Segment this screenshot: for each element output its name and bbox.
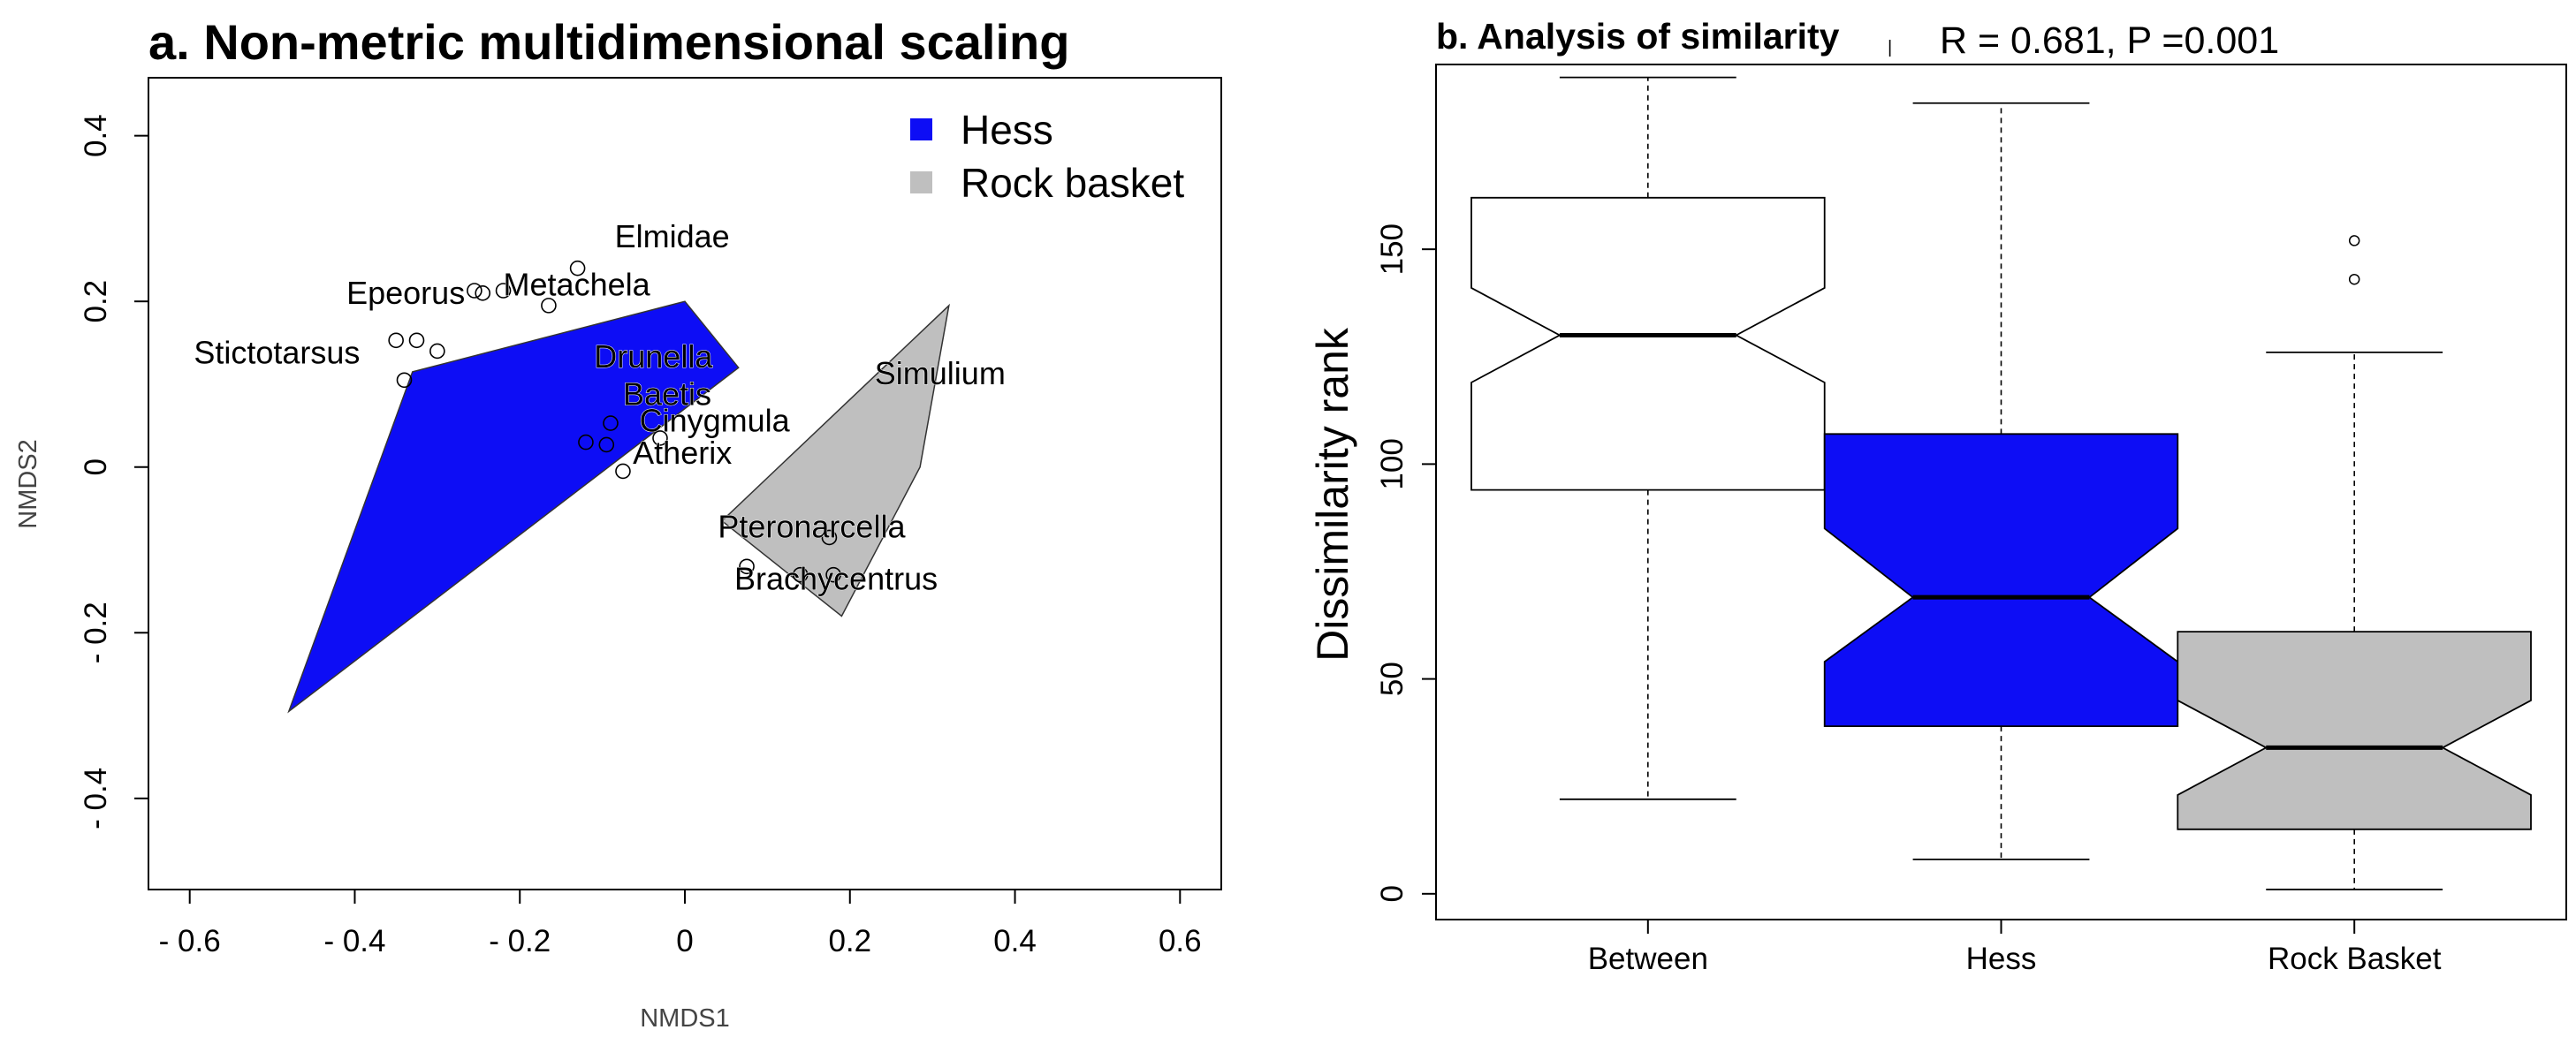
anosim-title: b. Analysis of similarity <box>1436 16 1840 57</box>
box-body <box>1470 196 1826 491</box>
species-label-simulium: Simulium <box>875 355 1006 391</box>
site-point <box>615 463 631 480</box>
hull-hess <box>287 300 740 714</box>
nmds-x-axis: - 0.6 - 0.4 - 0.2 0 0.2 0.4 0.6 <box>159 890 1202 958</box>
boxplot-y-tick-label: 50 <box>1375 662 1410 696</box>
site-point <box>388 332 404 349</box>
nmds-x-tick-label: 0.2 <box>828 924 871 958</box>
anosim-panel: b. Analysis of similarity | R = 0.681, P… <box>1308 16 2567 976</box>
title-separator-mark: | <box>1888 38 1892 57</box>
site-point <box>603 415 619 431</box>
box-hess <box>1823 102 2179 860</box>
nmds-y-axis-label: NMDS2 <box>14 439 42 529</box>
nmds-y-axis: - 0.4 - 0.2 0 0.2 0.4 <box>79 114 148 829</box>
legend-swatch-hess <box>910 118 932 140</box>
boxplot-y-tick-label: 0 <box>1375 885 1410 902</box>
nmds-x-tick-label: 0.4 <box>993 924 1037 958</box>
boxplot-y-axis-label: Dissimilarity rank <box>1308 327 1357 662</box>
boxplot-x-tick-label: Between <box>1588 942 1708 976</box>
nmds-y-tick-label: 0.2 <box>79 280 113 323</box>
nmds-legend: Hess Rock basket <box>910 107 1184 206</box>
site-point <box>739 558 755 575</box>
species-label-atherix: Atherix <box>633 435 732 471</box>
nmds-species-labels: Elmidae Metachela Epeorus Stictotarsus Drune… <box>194 218 1006 597</box>
nmds-y-tick-label: 0 <box>79 458 113 475</box>
legend-swatch-rock-basket <box>910 171 932 193</box>
boxplot-boxes <box>1470 76 2532 890</box>
boxplot-y-tick-label: 150 <box>1375 223 1410 275</box>
site-point <box>578 434 594 451</box>
site-point <box>541 298 557 314</box>
boxplot-x-axis: Between Hess Rock Basket <box>1588 920 2442 976</box>
nmds-title: a. Non-metric multidimensional scaling <box>148 14 1069 70</box>
species-label-brachycentrus: Brachycentrus <box>734 561 938 597</box>
nmds-panel: a. Non-metric multidimensional scaling E… <box>14 14 1222 1033</box>
box-rock-basket <box>2177 235 2532 890</box>
boxplot-y-axis: 0 50 100 150 <box>1375 223 1436 903</box>
box-between <box>1470 76 1826 800</box>
site-point <box>495 283 512 299</box>
nmds-x-tick-label: - 0.6 <box>159 924 221 958</box>
species-label-stictotarsus: Stictotarsus <box>194 335 360 371</box>
species-label-pteronarcella: Pteronarcella <box>718 508 906 544</box>
box-body <box>1823 433 2179 727</box>
nmds-points <box>388 260 841 583</box>
species-label-cinygmula: Cinygmula <box>640 402 791 438</box>
nmds-y-tick-label: - 0.4 <box>79 768 113 829</box>
nmds-x-tick-label: 0 <box>676 924 693 958</box>
site-point <box>569 260 586 276</box>
site-point <box>598 436 615 453</box>
outlier-point <box>2348 273 2360 285</box>
nmds-x-tick-label: 0.6 <box>1159 924 1202 958</box>
site-point <box>792 566 809 583</box>
site-point <box>825 566 841 583</box>
nmds-y-tick-label: 0.4 <box>79 114 113 157</box>
species-label-drunella: Drunella <box>594 338 713 375</box>
nmds-x-axis-label: NMDS1 <box>640 1004 730 1033</box>
site-point <box>396 372 413 389</box>
site-point <box>408 332 425 349</box>
site-point <box>475 285 491 301</box>
species-label-metachela: Metachela <box>504 267 651 303</box>
outlier-point <box>2348 235 2360 246</box>
boxplot-x-tick-label: Hess <box>1966 942 2037 976</box>
legend-label-rock-basket: Rock basket <box>961 160 1184 206</box>
site-point <box>652 430 668 446</box>
nmds-hulls <box>287 300 950 714</box>
anosim-stats: R = 0.681, P =0.001 <box>1940 19 2279 62</box>
species-label-baetis: Baetis <box>623 375 711 412</box>
box-body <box>2177 631 2532 830</box>
hull-rock-basket <box>720 303 950 617</box>
nmds-y-tick-label: - 0.2 <box>79 602 113 663</box>
nmds-x-tick-label: - 0.4 <box>323 924 385 958</box>
site-point <box>467 283 483 299</box>
boxplot-x-tick-label: Rock Basket <box>2268 942 2442 976</box>
species-label-elmidae: Elmidae <box>615 218 730 254</box>
site-point <box>821 529 838 546</box>
legend-label-hess: Hess <box>961 107 1053 153</box>
boxplot-y-tick-label: 100 <box>1375 438 1410 489</box>
nmds-x-tick-label: - 0.2 <box>489 924 551 958</box>
site-point <box>429 343 445 360</box>
species-label-epeorus: Epeorus <box>346 275 465 311</box>
